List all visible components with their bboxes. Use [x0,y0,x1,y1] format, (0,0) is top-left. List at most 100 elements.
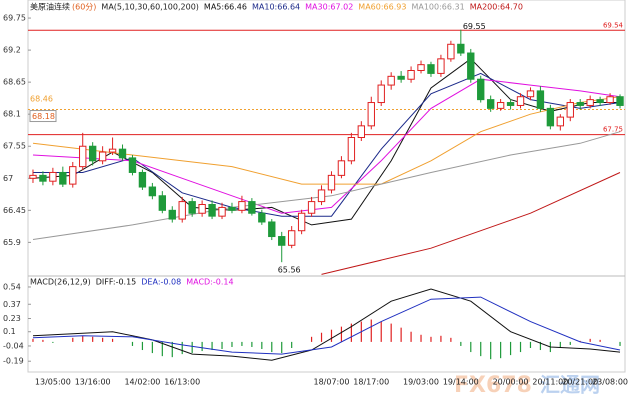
legend-entry: MA5:66.46 [204,3,247,12]
x-tick-label: 20/11:00 [532,378,568,387]
high-annotation: 69.55 [463,22,486,31]
candle-body [496,102,505,109]
ma-line [32,296,621,355]
candle-body [546,107,555,127]
legend-entry: DIFF:-0.15 [96,278,137,287]
legend-entry: MACD:-0.14 [186,278,233,287]
candle-body [218,206,226,217]
candle-body [467,52,475,80]
candle-body [188,201,196,214]
x-tick-label: 18/07:00 [314,378,350,387]
x-tick-label: 20/21:00 [562,378,598,387]
legend-entry: MA60:66.93 [358,3,406,12]
candle-body [526,90,535,98]
x-tick-label: 14/02:00 [124,378,160,387]
y-tick-label: 67 [3,174,13,183]
candle-body [278,236,286,246]
ma-line [32,96,621,185]
legend-entry: MA30:67.02 [305,3,353,12]
current-price-box [29,110,57,123]
candle-body [49,171,57,182]
x-tick-label: 20/00:00 [493,378,529,387]
candle-body [168,209,176,220]
candle-body [337,160,346,176]
legend-entry: 美原油连续 [30,2,70,12]
y-tick-label: 66.45 [3,206,26,215]
candle-body [486,99,495,109]
candle-body [198,204,206,214]
candle-body [148,186,157,197]
candle-body [268,221,276,238]
candle-body [128,157,137,173]
candle-body [566,102,574,118]
x-tick-label: 16/13:00 [164,378,200,387]
candle-body [367,102,375,127]
ma-line [32,131,621,240]
candle-body [437,58,445,74]
candle-body [556,116,565,127]
legend-entry: DEA:-0.08 [141,278,181,287]
level-label: 69.54 [603,21,624,29]
candle-body [39,174,47,182]
y-tick-label: 0.23 [3,314,21,323]
candle-body [138,171,147,188]
candle-body [297,212,306,232]
y-tick-label: 69.2 [3,46,21,55]
candle-body [586,99,594,106]
candle-body [238,201,246,211]
legend-entry: MA200:64.70 [470,3,523,12]
candle-body [118,148,127,159]
candle-body [576,102,584,106]
candle-body [307,201,316,214]
candle-body [327,174,336,191]
y-tick-label: -0.19 [3,357,24,366]
candle-body [506,102,515,106]
candle-body [347,137,356,162]
candle-body [317,189,326,203]
candle-body [447,43,455,60]
candle-body [606,96,614,104]
candle-body [258,212,266,223]
candle-body [387,75,395,86]
candle-body [178,201,186,220]
y-tick-label: 0.37 [3,300,21,309]
legend-entry: MACD(26,12,9) [30,278,91,287]
candle-body [457,43,465,54]
candle-body [536,90,545,109]
candle-body [69,166,77,185]
candle-body [158,195,167,211]
candle-body [477,78,485,101]
candle-body [596,99,604,104]
y-tick-label: 69.75 [3,14,26,23]
candle-body [427,64,435,74]
y-tick-label: -0.04 [3,341,24,350]
plot-frame [27,0,626,373]
y-tick-label: 0.1 [3,327,16,336]
x-tick-label: 13/05:00 [35,378,71,387]
candle-body [397,75,405,80]
candle-body [407,69,415,80]
candle-body [417,64,425,71]
watermark-site: 汇通网 [540,373,600,397]
y-tick-label: 0.54 [3,282,21,291]
candle-body [357,125,366,138]
y-tick-label: 68.65 [3,78,26,87]
legend-entry: (60分) [72,3,96,12]
current-price-label: 68.18 [32,112,55,121]
x-tick-label: 23/08:00 [592,378,628,387]
y-tick-label: 67.55 [3,142,26,151]
x-tick-label: 19/03:00 [403,378,439,387]
y-tick-label: 68.1 [3,110,21,119]
legend-entry: MA100:66.31 [411,3,464,12]
ma-line [32,288,621,361]
level-label: 67.75 [603,126,623,134]
candle-body [248,201,256,214]
candle-body [88,145,97,162]
candle-body [616,96,624,106]
candle-body [377,84,385,104]
candle-body [208,204,216,217]
candle-body [228,206,236,211]
watermark-brand: FX678 [454,373,532,398]
candle-body [59,171,67,185]
